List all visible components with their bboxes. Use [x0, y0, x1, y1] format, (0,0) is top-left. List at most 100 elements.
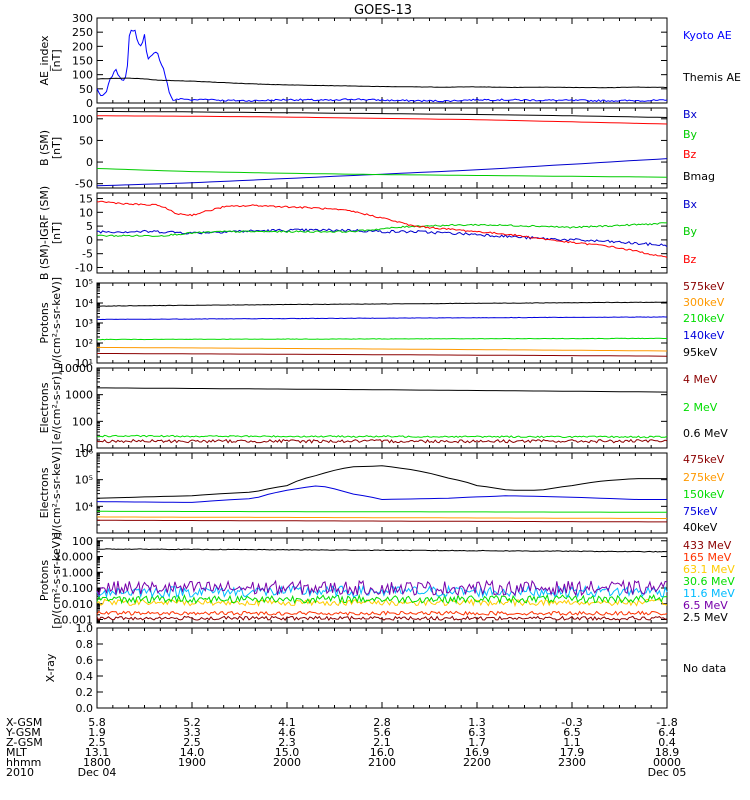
ephemeris-row-label: MLT	[6, 746, 27, 759]
y-tick-label: 0.100	[62, 582, 94, 595]
series-line	[96, 598, 668, 608]
series-line	[96, 579, 668, 597]
ephemeris-value: 6.5	[563, 726, 581, 739]
legend-entry: 210keV	[683, 312, 725, 325]
y-tick-label: 10⁴	[75, 500, 94, 513]
legend-entry: Themis AE	[682, 71, 741, 84]
ephemeris-value: 0.4	[658, 736, 676, 749]
y-tick-label: 100	[72, 113, 93, 126]
ephemeris-value: 1.3	[468, 716, 486, 729]
legend-entry: 275keV	[683, 471, 725, 484]
y-tick-label: 10⁶	[75, 447, 94, 460]
y-tick-label: 250	[72, 26, 93, 39]
ephemeris-value: 16.9	[465, 746, 490, 759]
y-axis-label-line: AE_index	[38, 35, 51, 86]
ephemeris-value: 15.0	[275, 746, 300, 759]
series-line	[96, 316, 667, 321]
y-axis-label: B (SM)-IGRF (SM)[nT]	[38, 186, 63, 280]
y-axis-label: AE_index[nT]	[38, 35, 63, 86]
series-line	[96, 222, 668, 237]
series-line	[96, 584, 668, 599]
y-tick-label: 10⁴	[75, 297, 94, 310]
y-tick-label: 10²	[75, 337, 93, 350]
legend-entry: 575keV	[683, 280, 725, 293]
y-tick-label: 15	[79, 193, 93, 206]
ephemeris-row-label: hhmm	[6, 756, 41, 769]
legend-entry: 433 MeV	[683, 539, 732, 552]
ephemeris-value: 0000	[653, 756, 681, 769]
series-line	[96, 29, 668, 103]
series-line	[97, 387, 668, 393]
y-axis-label-line: p/(cm²-s-sr-keV)]	[50, 277, 63, 369]
y-tick-label: 10⁵	[75, 474, 93, 487]
y-tick-label: 10³	[75, 317, 93, 330]
ephemeris-value: 1.1	[563, 736, 581, 749]
legend-entry: Bx	[683, 198, 698, 211]
panel-8: 0.0 0.2 0.4 0.6 0.8 1.0 X-ray No data	[44, 622, 726, 715]
y-tick-label: 150	[72, 55, 93, 68]
ephemeris-value: 5.8	[88, 716, 106, 729]
legend-entry: By	[683, 128, 698, 141]
y-tick-label: 100	[72, 415, 93, 428]
y-tick-label: -10	[75, 261, 93, 274]
series-line	[97, 77, 667, 89]
legend-entry: 6.5 MeV	[683, 599, 728, 612]
y-axis-label: Electronse/(cm²-s-sr-keV)]	[38, 447, 63, 539]
legend-entry: Kyoto AE	[683, 29, 732, 42]
legend-entry: 2.5 MeV	[683, 611, 728, 624]
y-tick-label: 0.0	[76, 702, 94, 715]
y-axis-label-line: [p/(cm²-s-sr-keV)]	[50, 532, 63, 629]
y-axis-label-line: e/(cm²-s-sr-keV)]	[50, 447, 63, 539]
legend-entry: Bx	[683, 108, 698, 121]
y-tick-label: 10	[79, 442, 93, 455]
ephemeris-value: 1.9	[88, 726, 106, 739]
panel-7: 0.001 0.010 0.100 1.000 10.000 100 Protons[p/(…	[38, 532, 735, 629]
ephemeris-value: Dec 04	[78, 766, 117, 779]
no-data-note: No data	[683, 662, 726, 675]
ephemeris-table: X-GSM 5.8 5.2 4.1 2.8 1.3 -0.3 -1.8 Y-GSM 1.9 3.3 4…	[5, 716, 686, 779]
series-line	[96, 615, 668, 622]
y-tick-label: 1000	[65, 389, 93, 402]
y-tick-label: 10	[79, 206, 93, 219]
y-tick-label: 0.2	[76, 686, 94, 699]
y-axis-label: Electrons[e/(cm²-s-sr)]	[38, 372, 63, 445]
y-tick-label: 0.001	[62, 614, 94, 627]
legend-entry: 0.6 MeV	[683, 427, 728, 440]
panel-4: 10¹ 10² 10³ 10⁴ 10⁵ Protonsp/(cm²-s-sr-keV)] 5…	[38, 277, 725, 370]
y-tick-label: 100	[72, 535, 93, 548]
y-axis-label: X-ray	[44, 653, 57, 682]
series-line	[96, 438, 668, 444]
ephemeris-value: 4.6	[278, 726, 296, 739]
y-tick-label: 10¹	[75, 357, 93, 370]
series-line	[96, 346, 668, 352]
y-tick-label: 0	[86, 97, 93, 110]
ephemeris-value: 2100	[368, 756, 396, 769]
y-axis-label-line: X-ray	[44, 653, 57, 682]
y-tick-label: 200	[72, 40, 93, 53]
ephemeris-value: 16.0	[370, 746, 395, 759]
ephemeris-value: 14.0	[180, 746, 205, 759]
ephemeris-value: 17.9	[560, 746, 585, 759]
y-axis-label-line: [nT]	[50, 222, 63, 244]
ephemeris-value: 2200	[463, 756, 491, 769]
y-axis-label-line: Protons	[38, 560, 51, 601]
y-tick-label: -5	[82, 248, 93, 261]
legend-entry: 75keV	[683, 505, 718, 518]
ephemeris-value: 1800	[83, 756, 111, 769]
y-tick-label: 10.000	[55, 551, 94, 564]
ephemeris-row-label: 2010	[6, 766, 34, 779]
y-axis-label: Protons[p/(cm²-s-sr-keV)]	[38, 532, 63, 629]
series-line	[96, 168, 668, 178]
y-tick-label: 0.8	[76, 638, 94, 651]
legend-entry: 40keV	[683, 521, 718, 534]
ephemeris-value: 3.3	[183, 726, 201, 739]
ephemeris-value: 6.4	[658, 726, 676, 739]
y-tick-label: 50	[79, 83, 93, 96]
series-line	[96, 485, 667, 503]
panel-6: 10⁴ 10⁵ 10⁶ Electronse/(cm²-s-sr-keV)] 475ke…	[38, 447, 725, 539]
